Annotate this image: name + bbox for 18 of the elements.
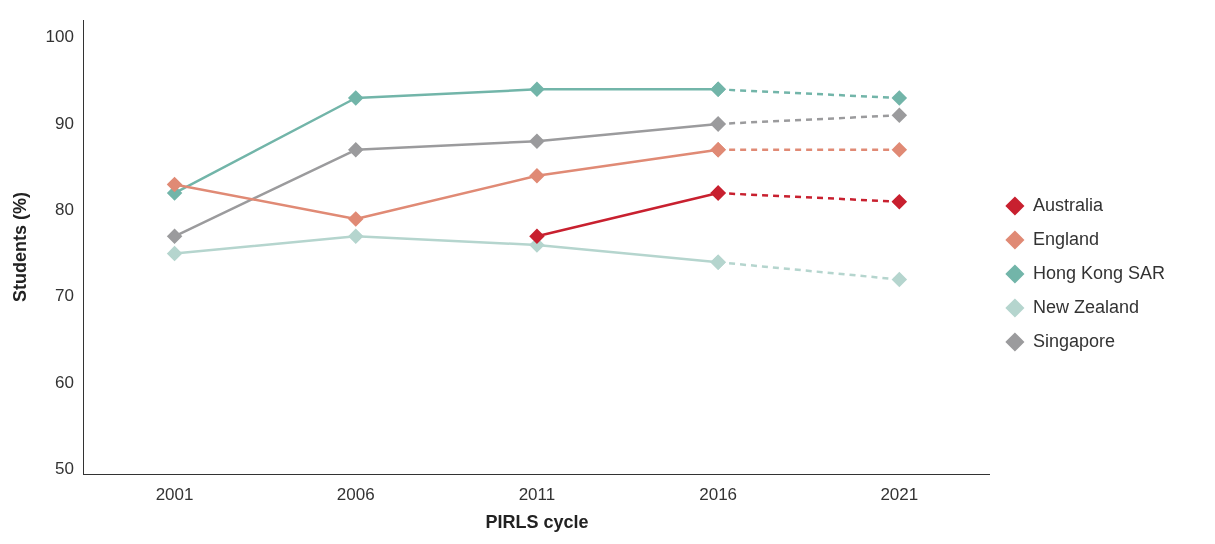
x-tick-label: 2021 — [880, 484, 919, 504]
legend-label: Hong Kong SAR — [1032, 262, 1166, 283]
legend-label: Singapore — [1032, 330, 1115, 351]
y-axis-title: Students (%) — [9, 192, 30, 303]
legend-label: New Zealand — [1032, 296, 1139, 317]
y-tick-label: 100 — [45, 27, 74, 47]
x-tick-label: 2011 — [518, 484, 556, 504]
x-axis-title: PIRLS cycle — [485, 512, 589, 533]
y-tick-label: 60 — [55, 372, 74, 392]
x-tick-label: 2016 — [699, 484, 738, 504]
y-tick-label: 50 — [55, 459, 74, 479]
y-tick-label: 80 — [55, 200, 74, 220]
legend-label: Australia — [1032, 194, 1104, 215]
y-tick-label: 70 — [55, 286, 74, 306]
legend-label: England — [1032, 228, 1099, 249]
x-tick-label: 2006 — [336, 484, 375, 504]
x-tick-label: 2001 — [155, 484, 194, 504]
y-tick-label: 90 — [55, 113, 74, 133]
